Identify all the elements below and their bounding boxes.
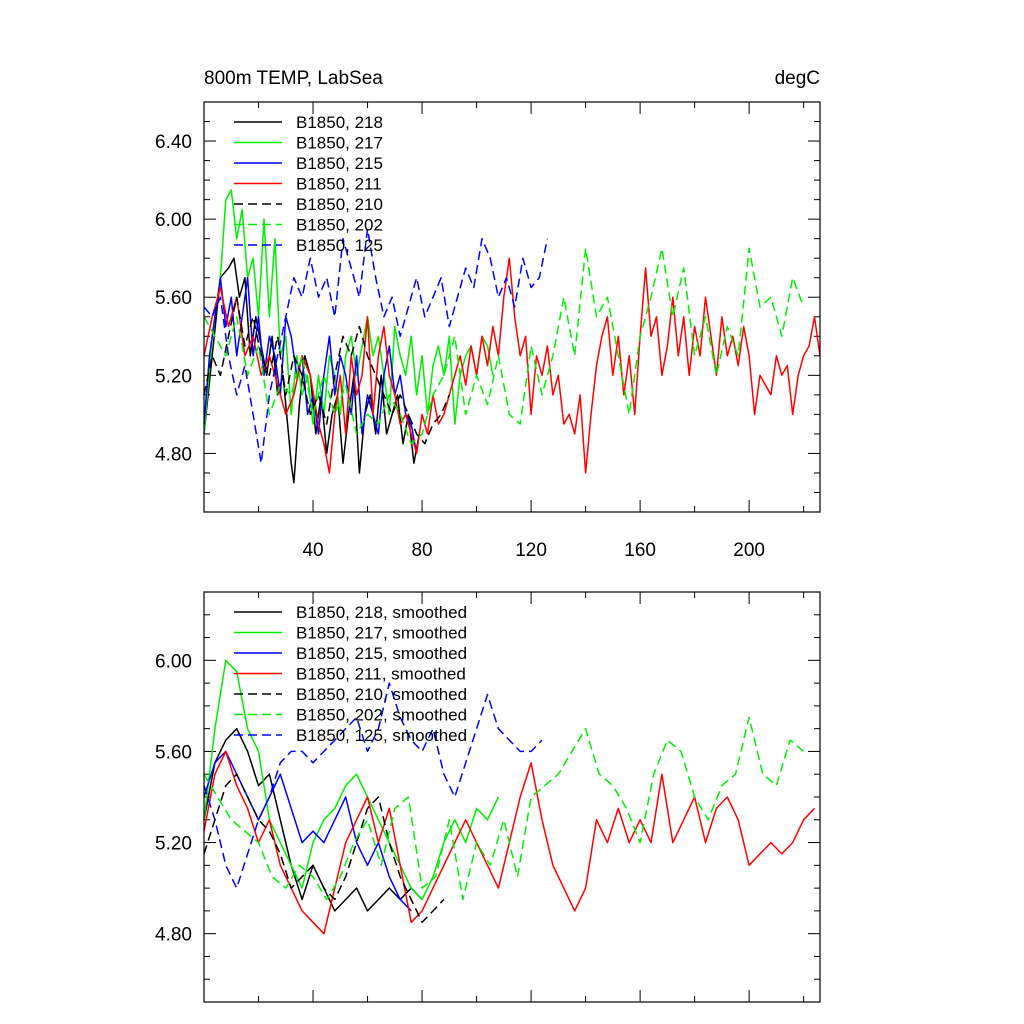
top-ticks	[204, 101, 820, 513]
chart-title-right: degC	[775, 68, 820, 89]
y-tick-label: 5.20	[155, 366, 192, 387]
legend-label: B1850, 211, smoothed	[296, 665, 466, 684]
series-line	[203, 276, 418, 454]
bottom-legend: B1850, 218, smoothed B1850, 217, smoothed…	[234, 603, 467, 745]
x-tick-label: 160	[624, 540, 656, 561]
bottom-series-lines	[203, 659, 816, 935]
legend-label: B1850, 202	[296, 216, 383, 235]
series-line	[203, 296, 450, 445]
series-line	[203, 228, 549, 464]
series-line	[203, 659, 500, 901]
y-tick-label: 6.00	[155, 651, 192, 672]
bottom-y-tick-labels: 4.80 5.20 5.60 6.00	[155, 651, 192, 945]
top-y-tick-labels: 4.80 5.20 5.60 6.00 6.40	[155, 132, 192, 465]
series-line	[203, 257, 421, 484]
legend-label: B1850, 211	[296, 175, 382, 194]
series-line	[203, 189, 494, 434]
legend-label: B1850, 125	[296, 236, 383, 255]
legend-label: B1850, 218	[296, 113, 383, 132]
chart-title-left: 800m TEMP, LabSea	[204, 68, 383, 89]
series-line	[203, 247, 805, 445]
top-panel: 800m TEMP, LabSea degC 4.80 5.20 5.60 6.00 6…	[155, 68, 821, 561]
legend-label: B1850, 218, smoothed	[296, 603, 467, 622]
legend-label: B1850, 210	[296, 195, 383, 214]
legend-label: B1850, 215	[296, 154, 383, 173]
y-tick-label: 4.80	[155, 444, 192, 465]
x-tick-label: 200	[733, 540, 765, 561]
series-line	[203, 682, 543, 889]
legend-label: B1850, 217	[296, 134, 383, 153]
x-tick-label: 120	[515, 540, 547, 561]
bottom-plot-frame	[203, 591, 821, 1003]
series-line	[203, 773, 445, 924]
y-tick-label: 4.80	[155, 925, 192, 946]
x-tick-label: 40	[302, 540, 323, 561]
y-tick-label: 6.00	[155, 210, 192, 231]
legend-label: B1850, 202, smoothed	[296, 706, 467, 725]
bottom-panel: 4.805.205.606.00 B1850, 218, smoothedB18…	[155, 591, 821, 1003]
y-tick-label: 5.60	[155, 288, 192, 309]
y-tick-label: 5.20	[155, 834, 192, 855]
legend-label: B1850, 217, smoothed	[296, 624, 467, 643]
legend-label: B1850, 210, smoothed	[296, 685, 467, 704]
top-x-tick-labels: 40 80 120 160 200	[302, 540, 765, 561]
top-plot-frame	[203, 101, 821, 513]
legend-label: B1850, 215, smoothed	[296, 644, 467, 663]
series-line	[203, 716, 805, 901]
bottom-ticks	[204, 591, 820, 1003]
y-tick-label: 5.60	[155, 742, 192, 763]
top-series-lines	[203, 189, 821, 484]
series-line	[203, 257, 821, 474]
x-tick-label: 80	[411, 540, 432, 561]
legend-label: B1850, 125, smoothed	[296, 726, 467, 745]
y-tick-label: 6.40	[155, 132, 192, 153]
